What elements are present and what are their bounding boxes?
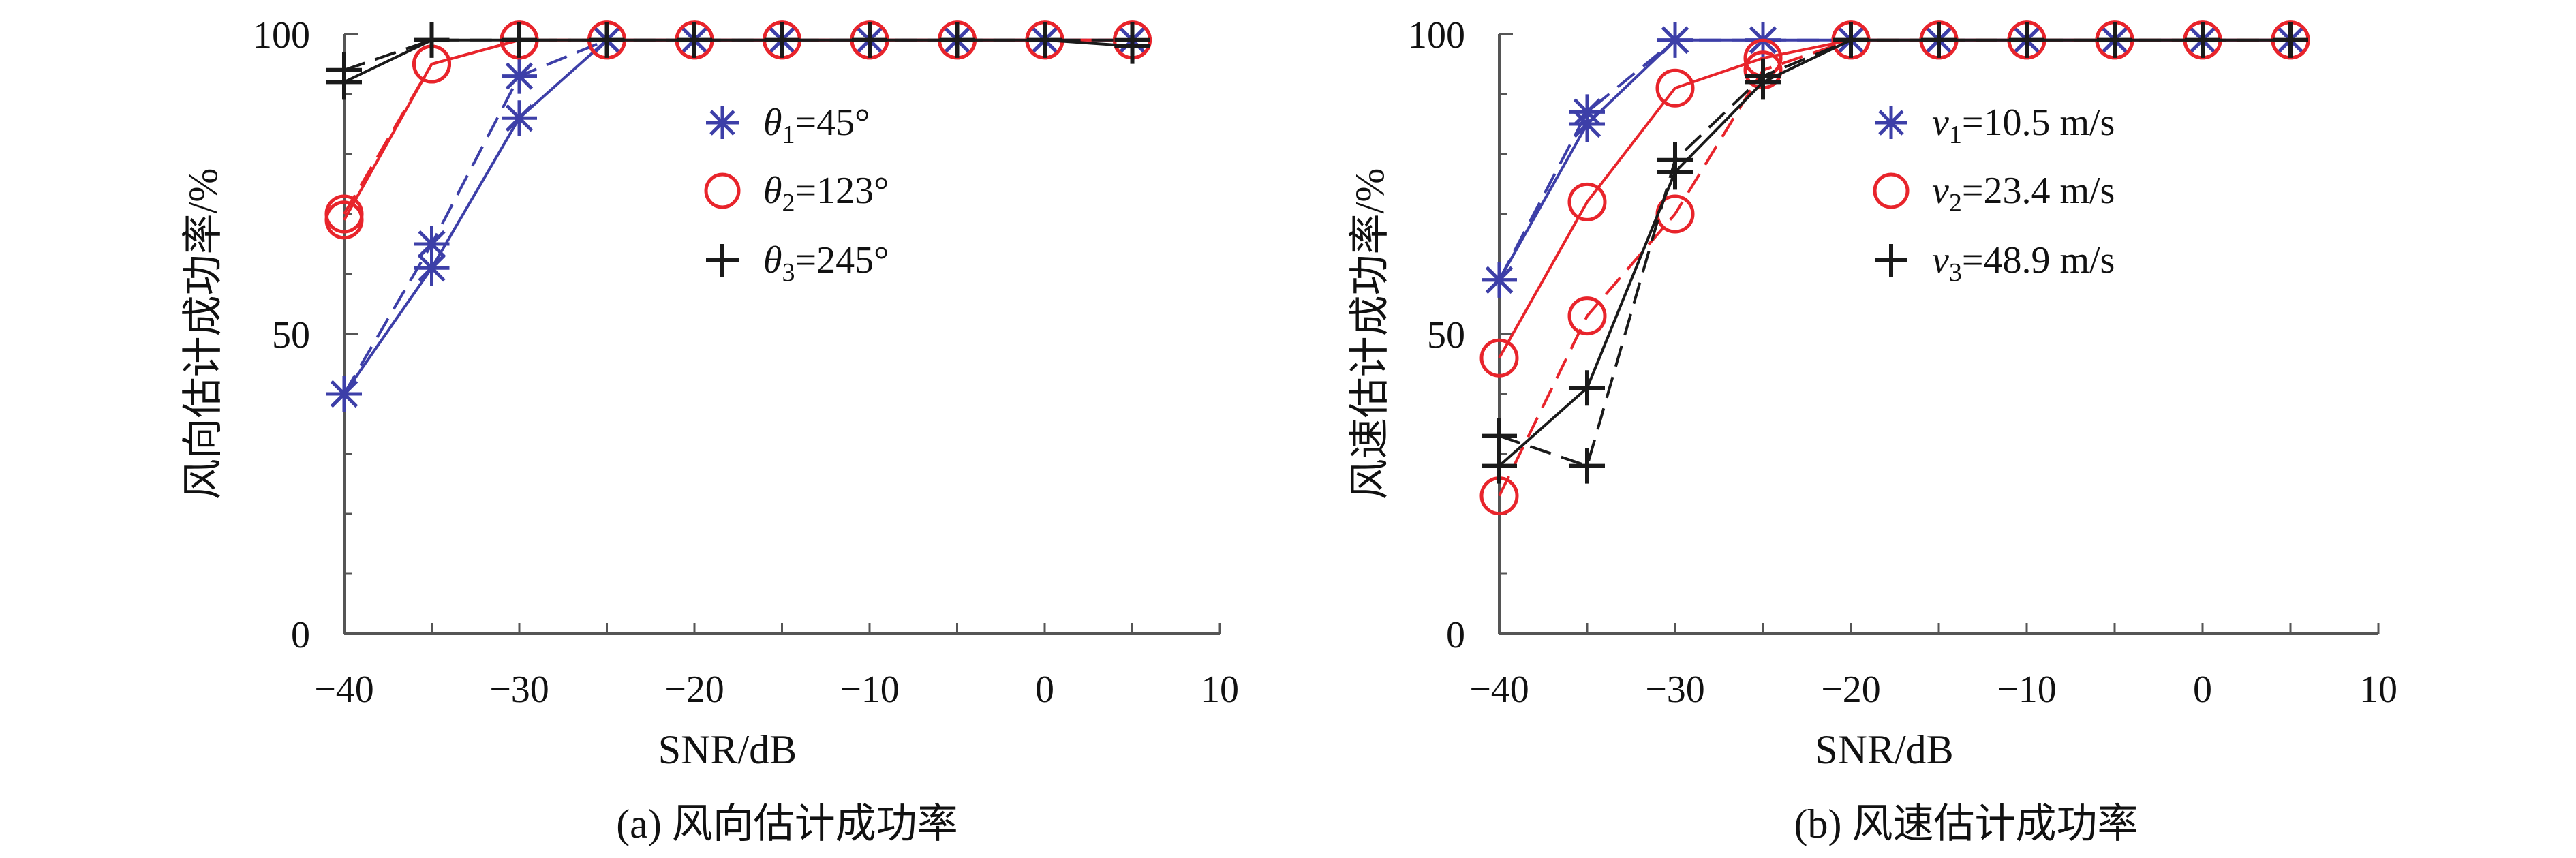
series-line bbox=[1499, 38, 2290, 468]
data-point bbox=[1569, 370, 1605, 406]
data-point bbox=[589, 22, 625, 58]
x-tick-label: 10 bbox=[1201, 669, 1239, 711]
legend: θ1=45° θ2=123° θ3=245° bbox=[704, 102, 889, 287]
x-tick-label: −40 bbox=[314, 669, 374, 711]
x-tick-label: −20 bbox=[1821, 669, 1881, 711]
data-point bbox=[414, 226, 450, 262]
legend-marker bbox=[1875, 244, 1907, 277]
series-1 bbox=[326, 22, 1150, 412]
x-tick-label: −10 bbox=[840, 669, 900, 711]
caption-b: (b) 风速估计成功率 bbox=[1794, 801, 2138, 846]
series-line bbox=[1498, 38, 2290, 468]
y-axis-label: 风向估计成功率/% bbox=[181, 168, 226, 500]
x-axis-label: SNR/dB bbox=[658, 727, 797, 772]
series-2 bbox=[326, 22, 1150, 412]
data-point bbox=[1921, 22, 1957, 58]
x-tick-label: −40 bbox=[1469, 669, 1529, 711]
data-point bbox=[2185, 22, 2220, 58]
data-point bbox=[324, 194, 364, 234]
data-point bbox=[502, 100, 537, 136]
series-4 bbox=[324, 20, 1152, 234]
legend-marker bbox=[704, 172, 741, 209]
y-tick-label: 50 bbox=[272, 314, 310, 356]
y-tick-label: 50 bbox=[1427, 314, 1465, 356]
legend-label: v3=48.9 m/s bbox=[1932, 239, 2115, 287]
series-line bbox=[343, 38, 1133, 72]
x-tick-label: −10 bbox=[1997, 669, 2057, 711]
y-tick-label: 0 bbox=[291, 614, 310, 656]
y-tick-label: 100 bbox=[253, 14, 310, 57]
data-point bbox=[677, 22, 712, 58]
y-tick-label: 100 bbox=[1408, 14, 1465, 57]
legend-label: θ1=45° bbox=[763, 102, 870, 149]
panel-b: −40 −30 −20 −10 0 10050100SNR/dB风速估计成功率/%v1=1… bbox=[1347, 14, 2397, 772]
x-tick-label: 10 bbox=[2359, 669, 2397, 711]
data-point bbox=[326, 52, 362, 88]
data-point bbox=[1745, 58, 1781, 94]
data-point bbox=[2009, 22, 2044, 58]
x-tick-label: −30 bbox=[1645, 669, 1705, 711]
series-3 bbox=[1479, 20, 2310, 378]
data-point bbox=[414, 22, 450, 58]
series-line bbox=[343, 38, 1133, 395]
data-point bbox=[1567, 182, 1607, 221]
data-point bbox=[1657, 142, 1693, 178]
data-point bbox=[1569, 94, 1605, 130]
x-tick-label: 0 bbox=[1035, 669, 1054, 711]
y-axis-label: 风速估计成功率/% bbox=[1347, 168, 1392, 500]
data-point bbox=[1482, 262, 1517, 298]
data-point bbox=[502, 22, 537, 58]
series-line bbox=[343, 38, 1133, 84]
legend-label: θ3=245° bbox=[763, 239, 889, 287]
data-point bbox=[2273, 22, 2308, 58]
data-point bbox=[1655, 68, 1695, 108]
x-tick-label: 0 bbox=[2193, 669, 2212, 711]
data-point bbox=[1482, 448, 1517, 484]
legend: v1=10.5 m/s v2=23.4 m/s v3=48.9 m/s bbox=[1873, 102, 2115, 287]
legend-marker bbox=[706, 244, 739, 277]
data-point bbox=[1479, 338, 1519, 378]
data-point bbox=[1027, 22, 1062, 58]
data-point bbox=[1657, 22, 1693, 58]
data-point bbox=[1567, 296, 1607, 336]
series-6 bbox=[326, 22, 1150, 88]
x-tick-label: −30 bbox=[489, 669, 549, 711]
legend-label: v1=10.5 m/s bbox=[1932, 102, 2115, 149]
legend-marker bbox=[1873, 172, 1910, 209]
data-point bbox=[326, 376, 362, 412]
legend-marker bbox=[1875, 106, 1907, 139]
series-6 bbox=[1482, 22, 2308, 484]
series-5 bbox=[1482, 22, 2308, 484]
legend-marker bbox=[706, 106, 739, 139]
data-point bbox=[502, 58, 537, 94]
legend-label: v2=23.4 m/s bbox=[1932, 170, 2115, 217]
data-point bbox=[939, 22, 975, 58]
data-point bbox=[1482, 418, 1517, 454]
panel-a: −40 −30 −20 −10 0 10050100SNR/dB风向估计成功率/%θ1=4… bbox=[181, 14, 1239, 772]
series-1 bbox=[1482, 22, 2308, 298]
data-point bbox=[764, 22, 800, 58]
legend-label: θ2=123° bbox=[763, 170, 889, 217]
series-2 bbox=[1482, 22, 2308, 298]
x-tick-label: −20 bbox=[664, 669, 724, 711]
data-point bbox=[1833, 22, 1869, 58]
data-point bbox=[2097, 22, 2132, 58]
series-3 bbox=[324, 20, 1152, 240]
caption-a: (a) 风向估计成功率 bbox=[616, 801, 958, 846]
series-line bbox=[1498, 38, 2290, 497]
data-point bbox=[1569, 448, 1605, 484]
x-axis-label: SNR/dB bbox=[1815, 727, 1953, 772]
data-point bbox=[1114, 22, 1150, 58]
y-tick-label: 0 bbox=[1446, 614, 1465, 656]
data-point bbox=[852, 22, 887, 58]
